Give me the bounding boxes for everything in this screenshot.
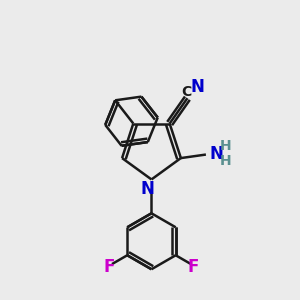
Text: N: N xyxy=(209,145,223,163)
Text: H: H xyxy=(220,139,232,153)
Text: N: N xyxy=(190,78,204,96)
Text: F: F xyxy=(104,258,115,276)
Text: H: H xyxy=(220,154,232,168)
Text: F: F xyxy=(188,258,199,276)
Text: C: C xyxy=(181,85,191,99)
Text: N: N xyxy=(140,180,154,198)
